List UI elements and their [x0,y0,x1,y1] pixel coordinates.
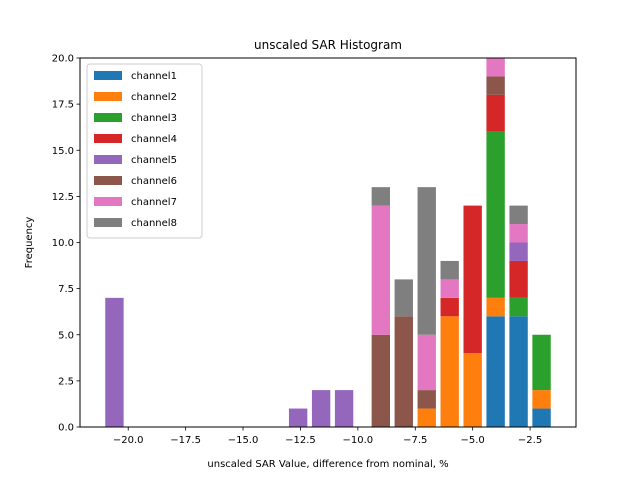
y-tick-label: 15.0 [52,146,74,157]
y-tick-label: 17.5 [52,100,74,111]
x-tick-label: −2.5 [518,435,542,446]
y-tick-label: 7.5 [58,284,74,295]
y-tick-label: 0.0 [58,423,74,434]
bar-channel4 [440,297,459,317]
bar-channel7 [440,279,459,298]
legend-swatch-channel5 [94,155,122,164]
legend-swatch-channel8 [94,218,122,227]
bar-channel1 [486,316,505,427]
x-tick-label: −12.5 [285,435,316,446]
bar-channel7 [417,334,436,391]
x-tick-label: −15.0 [228,435,259,446]
y-axis-title: Frequency [24,217,35,269]
bar-channel5 [105,297,124,427]
bars [105,58,551,427]
bar-channel8 [371,187,390,206]
y-tick-label: 2.5 [58,376,74,387]
y-tick-label: 10.0 [52,238,74,249]
bar-channel7 [486,58,505,77]
bar-channel2 [417,408,436,427]
bar-channel6 [394,316,413,427]
bar-channel8 [417,187,436,335]
y-tick-label: 12.5 [52,192,74,203]
x-axis-title: unscaled SAR Value, difference from nomi… [207,459,448,470]
x-tick-label: −7.5 [403,435,427,446]
legend-swatch-channel3 [94,113,122,122]
legend-box [86,63,203,239]
y-axis: 0.0 2.5 5.0 7.5 10.0 12.5 15.0 17.5 20.0 [52,54,80,434]
bar-channel3 [509,297,528,317]
bar-channel1 [532,408,551,427]
legend-swatch-channel2 [94,92,122,101]
legend-swatch-channel1 [94,71,122,80]
legend-swatch-channel6 [94,176,122,185]
legend-label-channel6: channel6 [131,176,177,187]
legend-swatch-channel7 [94,197,122,206]
chart-title: unscaled SAR Histogram [254,38,402,52]
bar-channel2 [532,390,551,409]
bar-channel4 [463,205,482,354]
bar-channel7 [371,205,390,335]
bar-channel8 [509,205,528,225]
legend-label-channel2: channel2 [131,92,177,103]
x-tick-label: −5.0 [461,435,485,446]
legend-label-channel8: channel8 [131,218,177,229]
y-tick-label: 5.0 [58,330,74,341]
legend-label-channel3: channel3 [131,113,177,124]
legend-label-channel1: channel1 [131,71,177,82]
legend-label-channel5: channel5 [131,155,177,166]
bar-channel3 [532,334,551,391]
bar-channel2 [440,316,459,427]
y-tick-label: 20.0 [52,54,74,65]
bar-channel1 [509,316,528,427]
legend: channel1 channel2 channel3 channel4 channel5… [86,63,203,239]
bar-channel4 [509,260,528,298]
bar-channel5 [311,390,331,427]
legend-label-channel4: channel4 [131,134,177,145]
bar-channel2 [463,353,482,427]
x-tick-label: −17.5 [170,435,201,446]
bar-channel6 [486,76,505,95]
bar-channel5 [509,242,528,261]
bar-channel8 [394,279,413,317]
bar-channel5 [334,390,354,427]
bar-channel8 [440,260,459,280]
bar-channel7 [509,224,528,243]
bar-channel3 [486,131,505,298]
bar-channel4 [486,94,505,132]
bar-channel2 [486,297,505,317]
x-tick-label: −10.0 [343,435,374,446]
plot-area [105,58,551,427]
legend-swatch-channel4 [94,134,122,143]
x-tick-label: −20.0 [113,435,144,446]
bar-channel6 [371,334,390,427]
bar-channel6 [417,390,436,409]
bar-channel5 [288,408,308,427]
legend-label-channel7: channel7 [131,197,177,208]
x-axis: −20.0 −17.5 −15.0 −12.5 −10.0 −7.5 −5.0 −2.5 [113,427,542,446]
